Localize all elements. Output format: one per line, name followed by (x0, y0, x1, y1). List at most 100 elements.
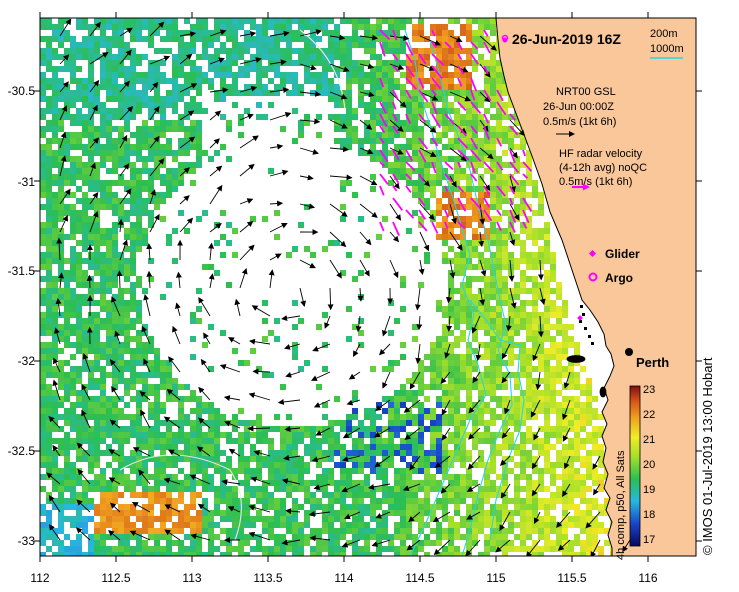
sst-pixel (106, 264, 112, 270)
sst-pixel (496, 246, 502, 252)
sst-pixel (514, 510, 520, 516)
sst-pixel (448, 372, 454, 378)
sst-pixel (76, 396, 82, 402)
sst-pixel (70, 486, 76, 492)
velocity-arrow (146, 270, 153, 289)
sst-pixel (40, 84, 46, 90)
sst-pixel (340, 468, 346, 474)
sst-pixel (100, 120, 106, 126)
sst-pixel (448, 450, 454, 456)
sst-pixel (178, 66, 184, 72)
sst-pixel (526, 408, 532, 414)
sst-pixel (382, 522, 388, 528)
sst-pixel (214, 150, 220, 156)
sst-pixel (130, 504, 136, 510)
sst-pixel (538, 234, 544, 240)
sst-pixel (136, 234, 142, 240)
sst-pixel (502, 210, 508, 216)
sst-pixel (538, 378, 544, 384)
sst-pixel (280, 486, 286, 492)
sst-pixel (394, 402, 400, 408)
sst-pixel (292, 456, 298, 462)
sst-pixel (76, 366, 82, 372)
sst-pixel (484, 300, 490, 306)
sst-pixel (472, 126, 478, 132)
sst-pixel (46, 438, 52, 444)
sst-pixel (136, 138, 142, 144)
sst-pixel (454, 522, 460, 528)
sst-pixel (490, 390, 496, 396)
sst-pixel (436, 498, 442, 504)
sst-pixel (76, 48, 82, 54)
sst-pixel (52, 498, 58, 504)
sst-pixel (94, 252, 100, 258)
sst-pixel (526, 510, 532, 516)
sst-pixel (496, 198, 502, 204)
sst-pixel (490, 96, 496, 102)
sst-pixel (526, 462, 532, 468)
sst-pixel (484, 216, 490, 222)
sst-pixel (238, 468, 244, 474)
sst-pixel (94, 198, 100, 204)
sst-pixel (262, 90, 268, 96)
sst-pixel (58, 234, 64, 240)
sst-pixel (394, 528, 400, 534)
sst-pixel (112, 528, 118, 534)
sst-pixel (82, 198, 88, 204)
sst-pixel (292, 78, 298, 84)
sst-pixel (76, 174, 82, 180)
sst-pixel (316, 540, 322, 546)
sst-pixel (40, 174, 46, 180)
sst-pixel (460, 306, 466, 312)
sst-pixel (430, 444, 436, 450)
sst-pixel (82, 222, 88, 228)
sst-pixel (214, 498, 220, 504)
sst-pixel (322, 504, 328, 510)
sst-pixel (292, 438, 298, 444)
sst-pixel (370, 534, 376, 540)
sst-pixel (520, 420, 526, 426)
velocity-arrow (408, 511, 421, 523)
sst-pixel (214, 24, 220, 30)
sst-pixel (214, 468, 220, 474)
sst-pixel (58, 96, 64, 102)
sst-pixel (94, 330, 100, 336)
sst-pixel (496, 180, 502, 186)
sst-pixel (466, 318, 472, 324)
sst-pixel (148, 156, 154, 162)
sst-pixel (142, 540, 148, 546)
sst-pixel (226, 156, 232, 162)
sst-pixel (550, 300, 556, 306)
sst-pixel (352, 528, 358, 534)
sst-pixel (52, 528, 58, 534)
sst-pixel (274, 54, 280, 60)
sst-pixel (46, 228, 52, 234)
sst-pixel (136, 156, 142, 162)
sst-pixel (472, 96, 478, 102)
velocity-arrow (285, 371, 301, 378)
sst-pixel (118, 438, 124, 444)
sst-pixel (568, 540, 574, 546)
sst-pixel (64, 18, 70, 24)
sst-pixel (82, 300, 88, 306)
sst-pixel (382, 144, 388, 150)
sst-pixel (52, 324, 58, 330)
sst-pixel (496, 84, 502, 90)
sst-pixel (220, 552, 226, 556)
sst-pixel (40, 252, 46, 258)
sst-pixel (358, 78, 364, 84)
sst-pixel (436, 60, 442, 66)
sst-pixel (208, 450, 214, 456)
sst-pixel (190, 144, 196, 150)
sst-pixel (130, 36, 136, 42)
velocity-arrow (353, 343, 361, 357)
sst-pixel (394, 450, 400, 456)
sst-pixel (226, 120, 232, 126)
sst-pixel (424, 60, 430, 66)
sst-pixel (496, 510, 502, 516)
sst-pixel (556, 318, 562, 324)
sst-pixel (100, 426, 106, 432)
sst-pixel (448, 414, 454, 420)
sst-pixel (508, 180, 514, 186)
velocity-arrow (268, 269, 275, 289)
